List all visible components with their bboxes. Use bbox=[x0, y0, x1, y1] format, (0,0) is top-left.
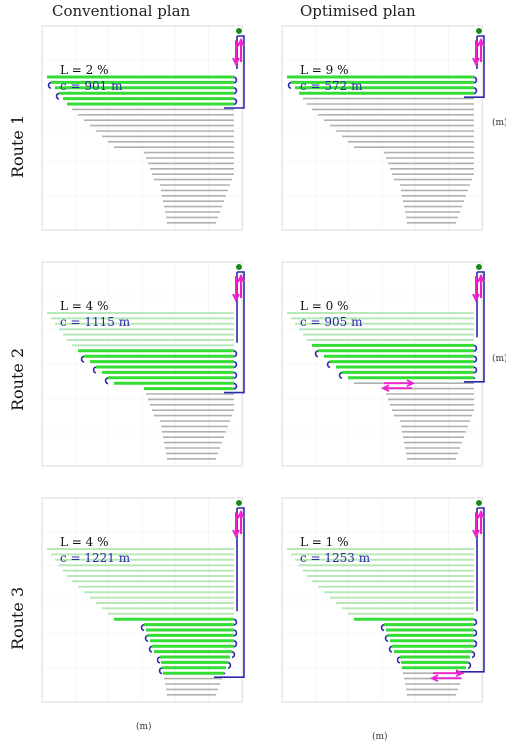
direction-arrows bbox=[472, 273, 485, 303]
metric-distance-label: c = 901 m bbox=[60, 79, 123, 93]
direction-arrows-turn bbox=[380, 379, 416, 393]
row-label-route-1: Route 1 bbox=[8, 114, 27, 178]
panel-route2-optimised: L = 0 % c = 905 m bbox=[272, 258, 487, 480]
route-path bbox=[140, 507, 245, 678]
panel-route1-optimised: L = 9 % c = 572 m bbox=[272, 22, 487, 244]
route-path bbox=[380, 507, 485, 673]
row-label-route-3: Route 3 bbox=[8, 586, 27, 650]
unit-x-conventional: (m) bbox=[136, 722, 152, 732]
start-marker bbox=[235, 263, 243, 271]
field-plot: L = 4 % c = 1115 m bbox=[41, 261, 245, 467]
direction-arrows bbox=[232, 509, 245, 539]
start-marker bbox=[475, 499, 483, 507]
metric-distance-label: c = 1115 m bbox=[60, 315, 131, 329]
header-optimised: Optimised plan bbox=[300, 2, 416, 20]
panel-route1-conventional: L = 2 % c = 901 m bbox=[32, 22, 247, 244]
field-plot: L = 9 % c = 572 m bbox=[281, 25, 485, 231]
panel-route2-conventional: L = 4 % c = 1115 m bbox=[32, 258, 247, 480]
metric-loss-label: L = 4 % bbox=[60, 535, 109, 549]
metric-loss-label: L = 0 % bbox=[300, 299, 349, 313]
panel-route3-optimised: L = 1 % c = 1253 m bbox=[272, 494, 487, 716]
metric-distance-label: c = 572 m bbox=[300, 79, 363, 93]
header-conventional: Conventional plan bbox=[52, 2, 191, 20]
metric-loss-label: L = 2 % bbox=[60, 63, 109, 77]
start-marker bbox=[475, 27, 483, 35]
field-plot: L = 0 % c = 905 m bbox=[281, 261, 485, 467]
metric-distance-label: c = 905 m bbox=[300, 315, 363, 329]
direction-arrows bbox=[232, 273, 245, 303]
start-marker bbox=[235, 499, 243, 507]
direction-arrows-turn bbox=[429, 669, 465, 683]
metric-loss-label: L = 9 % bbox=[300, 63, 349, 77]
metric-loss-label: L = 4 % bbox=[60, 299, 109, 313]
panel-route3-conventional: L = 4 % c = 1221 m bbox=[32, 494, 247, 716]
field-plot: L = 4 % c = 1221 m bbox=[41, 497, 245, 703]
direction-arrows bbox=[472, 37, 485, 67]
unit-y-route1: (m) bbox=[492, 118, 506, 128]
unit-y-route2: (m) bbox=[492, 354, 506, 364]
metric-loss-label: L = 1 % bbox=[300, 535, 349, 549]
direction-arrows bbox=[472, 509, 485, 539]
start-marker bbox=[235, 27, 243, 35]
row-label-route-2: Route 2 bbox=[8, 347, 27, 411]
field-plot: L = 2 % c = 901 m bbox=[41, 25, 245, 231]
field-plot: L = 1 % c = 1253 m bbox=[281, 497, 485, 703]
route-path bbox=[80, 271, 245, 394]
start-marker bbox=[475, 263, 483, 271]
metric-distance-label: c = 1253 m bbox=[300, 551, 371, 565]
unit-x-optimised: (m) bbox=[372, 732, 388, 742]
direction-arrows bbox=[232, 37, 245, 67]
route-path bbox=[314, 271, 485, 383]
metric-distance-label: c = 1221 m bbox=[60, 551, 131, 565]
